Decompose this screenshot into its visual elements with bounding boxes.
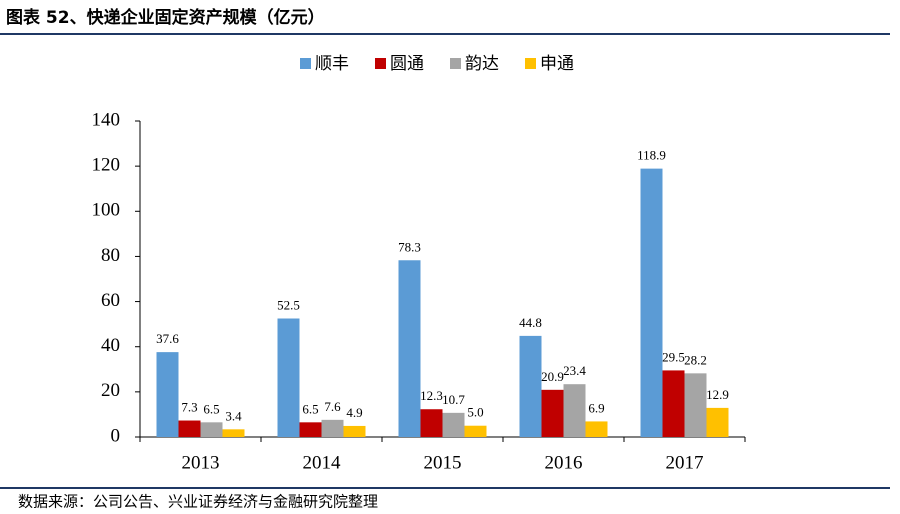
bar xyxy=(343,425,366,437)
y-tick-label: 140 xyxy=(92,109,121,130)
y-tick-label: 40 xyxy=(101,335,120,356)
value-label: 5.0 xyxy=(467,405,483,420)
x-tick-label: 2017 xyxy=(666,452,704,473)
value-label: 3.4 xyxy=(225,408,242,423)
value-label: 6.9 xyxy=(588,400,604,415)
legend-label: 韵达 xyxy=(465,54,499,74)
bar xyxy=(398,260,421,437)
bar xyxy=(662,370,685,437)
value-label: 28.2 xyxy=(684,352,707,367)
bar xyxy=(585,421,608,437)
bar xyxy=(706,407,729,437)
x-tick-label: 2013 xyxy=(182,452,220,473)
bar xyxy=(222,429,245,437)
value-label: 37.6 xyxy=(156,331,179,346)
bar xyxy=(519,335,542,437)
y-tick-label: 0 xyxy=(111,425,121,446)
y-tick-label: 60 xyxy=(101,290,120,311)
value-label: 44.8 xyxy=(519,315,542,330)
bar xyxy=(640,168,663,437)
y-tick-label: 120 xyxy=(92,155,121,176)
y-tick-label: 80 xyxy=(101,245,120,266)
y-tick-label: 20 xyxy=(101,380,120,401)
value-label: 12.9 xyxy=(706,387,729,402)
bar xyxy=(684,373,707,437)
bar xyxy=(464,425,487,437)
bar xyxy=(178,420,201,437)
bar xyxy=(442,412,465,437)
legend-swatch xyxy=(375,58,386,69)
bar xyxy=(156,352,179,437)
legend-label: 圆通 xyxy=(390,54,424,74)
source-note: 数据来源：公司公告、兴业证券经济与金融研究院整理 xyxy=(18,493,378,511)
bar xyxy=(563,384,586,437)
value-label: 78.3 xyxy=(398,239,421,254)
legend-swatch xyxy=(300,58,311,69)
value-label: 4.9 xyxy=(346,405,362,420)
legend-swatch xyxy=(525,58,536,69)
value-label: 20.9 xyxy=(541,369,564,384)
value-label: 10.7 xyxy=(442,392,465,407)
bar xyxy=(299,422,322,437)
value-label: 6.5 xyxy=(302,401,318,416)
bar xyxy=(321,419,344,437)
bar xyxy=(200,422,223,437)
legend-label: 申通 xyxy=(540,54,574,74)
y-tick-label: 100 xyxy=(92,200,121,221)
x-tick-label: 2016 xyxy=(545,452,583,473)
bar xyxy=(420,409,443,437)
legend-swatch xyxy=(450,58,461,69)
bar xyxy=(541,389,564,437)
value-label: 6.5 xyxy=(203,401,219,416)
value-label: 7.6 xyxy=(324,399,341,414)
value-label: 12.3 xyxy=(420,388,443,403)
legend-label: 顺丰 xyxy=(315,54,349,74)
value-label: 118.9 xyxy=(637,148,666,163)
value-label: 23.4 xyxy=(563,363,586,378)
x-tick-label: 2015 xyxy=(424,452,462,473)
bar xyxy=(277,318,300,437)
value-label: 29.5 xyxy=(662,349,685,364)
x-tick-label: 2014 xyxy=(303,452,342,473)
value-label: 7.3 xyxy=(181,400,197,415)
chart-title: 图表 52、快递企业固定资产规模（亿元） xyxy=(6,7,325,28)
value-label: 52.5 xyxy=(277,297,300,312)
